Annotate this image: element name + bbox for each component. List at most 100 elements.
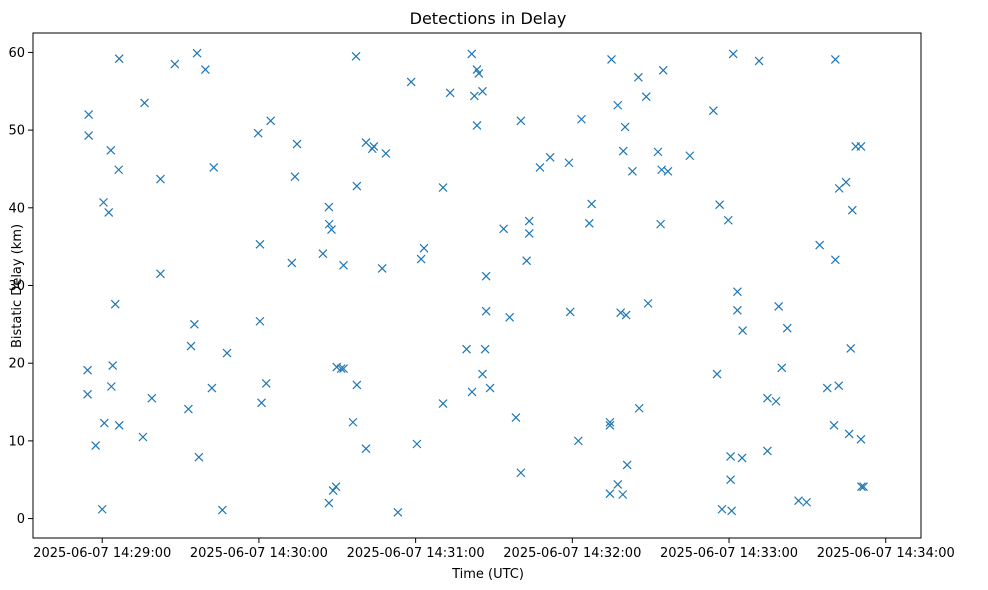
- data-point: [771, 396, 781, 406]
- data-point-stroke: [170, 59, 180, 69]
- data-point: [663, 166, 673, 176]
- y-tick-label: 30: [8, 279, 25, 294]
- data-point: [715, 200, 725, 210]
- data-point: [545, 152, 555, 162]
- data-point-stroke: [445, 88, 455, 98]
- data-point-stroke: [474, 68, 484, 78]
- data-point-stroke: [535, 162, 545, 172]
- data-point-stroke: [361, 138, 371, 147]
- data-point-stroke: [564, 158, 574, 168]
- x-tick-label: 2025-06-07 14:33:00: [660, 546, 798, 561]
- data-point: [255, 239, 265, 249]
- data-point-stroke: [622, 460, 632, 470]
- data-point: [351, 51, 361, 61]
- data-point-stroke: [287, 258, 297, 268]
- data-point: [524, 216, 534, 226]
- data-point-stroke: [104, 208, 114, 217]
- data-point: [469, 91, 479, 101]
- data-point-stroke: [156, 269, 165, 279]
- data-point: [108, 361, 118, 370]
- data-point-stroke: [732, 305, 742, 315]
- data-point-stroke: [110, 299, 120, 309]
- y-tick-label: 50: [8, 124, 25, 139]
- data-point-stroke: [794, 496, 803, 506]
- data-point-stroke: [352, 380, 362, 390]
- data-point: [732, 305, 742, 315]
- x-tick-label: 2025-06-07 14:31:00: [347, 546, 485, 561]
- y-tick-label: 0: [17, 512, 25, 527]
- data-point-stroke: [658, 65, 668, 75]
- data-point: [336, 364, 346, 374]
- data-point-stroke: [663, 166, 673, 176]
- data-point-stroke: [627, 166, 637, 176]
- data-point-stroke: [331, 482, 341, 492]
- data-point: [535, 162, 545, 172]
- data-point: [754, 56, 764, 66]
- data-point: [324, 498, 334, 508]
- data-point: [723, 215, 733, 225]
- data-point-stroke: [292, 139, 302, 149]
- data-point-stroke: [621, 310, 631, 320]
- data-point-stroke: [156, 174, 165, 184]
- data-point-stroke: [336, 364, 346, 374]
- data-point: [524, 229, 534, 238]
- data-point: [438, 183, 448, 193]
- data-point-stroke: [565, 307, 575, 317]
- data-point-stroke: [834, 381, 844, 391]
- data-point: [217, 505, 227, 515]
- data-point: [834, 381, 844, 391]
- data-point: [641, 92, 651, 102]
- data-point: [480, 344, 490, 354]
- data-point-stroke: [481, 306, 491, 316]
- data-point-stroke: [324, 498, 334, 508]
- x-tick-label: 2025-06-07 14:29:00: [33, 546, 171, 561]
- x-tick-label: 2025-06-07 14:34:00: [817, 546, 955, 561]
- data-point-stroke: [84, 131, 94, 140]
- data-point-stroke: [605, 417, 615, 427]
- x-axis: 2025-06-07 14:29:00 2025-06-07 14:30:00 20…: [33, 538, 955, 561]
- data-point-stroke: [643, 298, 653, 308]
- data-point-stroke: [472, 65, 482, 74]
- x-tick-label: 2025-06-07 14:30:00: [190, 546, 328, 561]
- data-point-stroke: [802, 497, 812, 507]
- data-point-stroke: [777, 363, 787, 373]
- data-point: [138, 432, 148, 442]
- data-point: [782, 323, 792, 333]
- data-point: [653, 147, 663, 157]
- data-point-stroke: [194, 452, 204, 462]
- data-point-stroke: [324, 202, 334, 212]
- data-point-stroke: [114, 165, 124, 175]
- data-point: [140, 98, 149, 108]
- data-point-stroke: [774, 302, 784, 311]
- data-point: [170, 59, 180, 69]
- data-point-stroke: [524, 229, 534, 238]
- data-point-stroke: [416, 254, 426, 264]
- data-point: [462, 344, 471, 354]
- data-point-stroke: [620, 122, 630, 132]
- data-point: [106, 382, 116, 391]
- data-point: [186, 341, 196, 351]
- data-point: [658, 65, 668, 75]
- data-point: [194, 452, 204, 462]
- data-point-stroke: [723, 215, 733, 225]
- data-point: [822, 383, 832, 393]
- data-point: [445, 88, 455, 98]
- data-point-stroke: [290, 172, 300, 182]
- data-point: [726, 451, 736, 461]
- data-point: [438, 399, 448, 409]
- data-point-stroke: [685, 151, 695, 161]
- data-point-stroke: [339, 364, 348, 374]
- data-point: [339, 364, 348, 374]
- data-point: [412, 439, 422, 449]
- data-point: [859, 482, 868, 492]
- data-point: [656, 219, 666, 229]
- data-point-stroke: [147, 393, 157, 403]
- data-point-stroke: [348, 417, 358, 427]
- plot-area: [32, 32, 922, 539]
- data-point: [467, 49, 477, 59]
- data-point: [802, 497, 812, 507]
- data-point: [605, 489, 615, 499]
- data-point: [605, 420, 615, 430]
- data-point: [261, 378, 271, 388]
- data-point: [830, 54, 840, 64]
